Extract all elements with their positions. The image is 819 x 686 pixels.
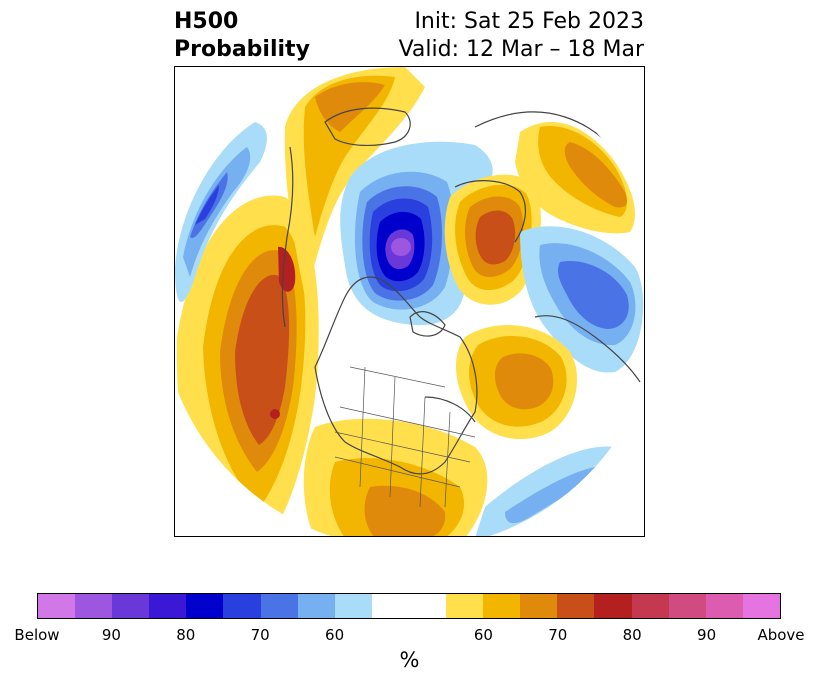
colorbar-tick-label: 80 [176, 626, 196, 644]
colorbar-segment [631, 594, 669, 618]
colorbar-segment [112, 594, 150, 618]
colorbar-segment [520, 594, 558, 618]
map-title: H500 Probability [174, 8, 310, 64]
colorbar-unit: % [399, 648, 420, 672]
colorbar-tick-label: 90 [101, 626, 121, 644]
init-date: Init: Sat 25 Feb 2023 [414, 9, 644, 34]
anomaly-canada-above [284, 67, 425, 297]
colorbar-segment [149, 594, 187, 618]
colorbar-segment [260, 594, 298, 618]
anomaly-russia-below [520, 226, 644, 373]
colorbar-ticks: Below 90 80 70 60 60 70 80 90 Above [14, 626, 804, 646]
probability-map [174, 66, 645, 537]
colorbar [37, 593, 781, 619]
colorbar-segment [371, 594, 447, 618]
title-product: Probability [174, 37, 310, 62]
colorbar-segment [334, 594, 372, 618]
colorbar-segment [446, 594, 484, 618]
colorbar-tick-label: 70 [548, 626, 568, 644]
colorbar-segment [594, 594, 632, 618]
colorbar-tick-label: Below [14, 626, 60, 644]
colorbar-tick-label: 80 [622, 626, 642, 644]
colorbar-tick-label: 60 [325, 626, 345, 644]
colorbar-segment [297, 594, 335, 618]
anomaly-westpac-below [175, 122, 267, 302]
state-borders [334, 366, 476, 508]
anomaly-atlantic-below [475, 446, 615, 536]
title-variable: H500 [174, 9, 239, 34]
colorbar-segment [742, 594, 780, 618]
anomaly-atlantic-above [455, 325, 578, 440]
map-svg [175, 67, 644, 536]
colorbar-tick-label: 90 [697, 626, 717, 644]
anomaly-eastasia-above [515, 122, 635, 234]
colorbar-tick-label: Above [757, 626, 805, 644]
colorbar-tick-label: 60 [473, 626, 493, 644]
colorbar-segment [705, 594, 743, 618]
colorbar-segment [75, 594, 113, 618]
anomaly-us-above [303, 418, 488, 536]
colorbar-segment [483, 594, 521, 618]
colorbar-segment [668, 594, 706, 618]
anomaly-europe-above [444, 174, 541, 305]
map-valid-info: Init: Sat 25 Feb 2023 Valid: 12 Mar – 18… [399, 8, 644, 64]
colorbar-segment [223, 594, 261, 618]
colorbar-segment [38, 594, 76, 618]
colorbar-segment [557, 594, 595, 618]
valid-range: Valid: 12 Mar – 18 Mar [398, 37, 644, 62]
colorbar-tick-label: 70 [250, 626, 270, 644]
colorbar-segment [186, 594, 224, 618]
